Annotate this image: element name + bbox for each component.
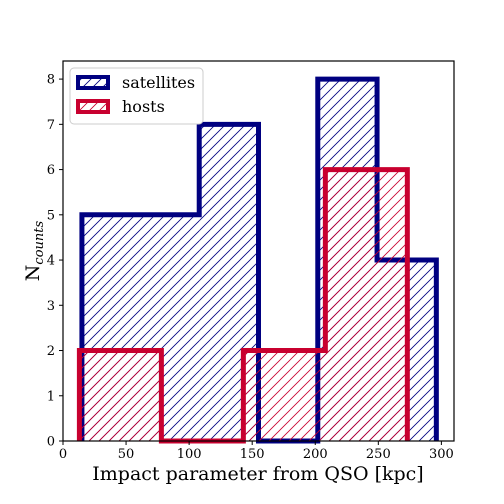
legend-label-satellites: satellites (122, 73, 195, 92)
x-tick-label: 150 (240, 447, 265, 462)
y-axis-label-subscript: counts (32, 220, 47, 264)
y-tick-label: 8 (47, 73, 55, 88)
bar-hosts-2 (243, 350, 326, 441)
y-tick-label: 5 (47, 208, 55, 223)
y-tick-label: 7 (47, 118, 55, 133)
y-tick-label: 4 (47, 254, 55, 269)
x-tick-label: 250 (366, 447, 391, 462)
legend-swatch-hosts (76, 99, 110, 114)
legend: satellites hosts (69, 67, 204, 125)
legend-label-hosts: hosts (122, 97, 165, 116)
outline-hosts (76, 167, 410, 444)
bar-hosts-0 (79, 350, 162, 441)
y-tick-label: 2 (47, 344, 55, 359)
x-tick-label: 300 (429, 447, 454, 462)
y-tick-label: 3 (47, 299, 55, 314)
y-axis-label-main: N (22, 265, 44, 282)
y-axis-label: Ncounts (22, 220, 47, 281)
legend-swatch-satellites (76, 75, 110, 90)
plot-frame (62, 60, 455, 442)
x-axis-label: Impact parameter from QSO [kpc] (92, 463, 423, 485)
series-hosts (76, 167, 410, 444)
x-tick-label: 50 (118, 447, 135, 462)
y-tick-label: 0 (47, 435, 55, 450)
bar-hosts-3 (325, 169, 408, 442)
y-tick-label: 1 (47, 389, 55, 404)
y-tick-label: 6 (47, 163, 55, 178)
x-tick-label: 200 (303, 447, 328, 462)
x-tick-label: 100 (177, 447, 202, 462)
x-tick-label: 0 (59, 447, 67, 462)
